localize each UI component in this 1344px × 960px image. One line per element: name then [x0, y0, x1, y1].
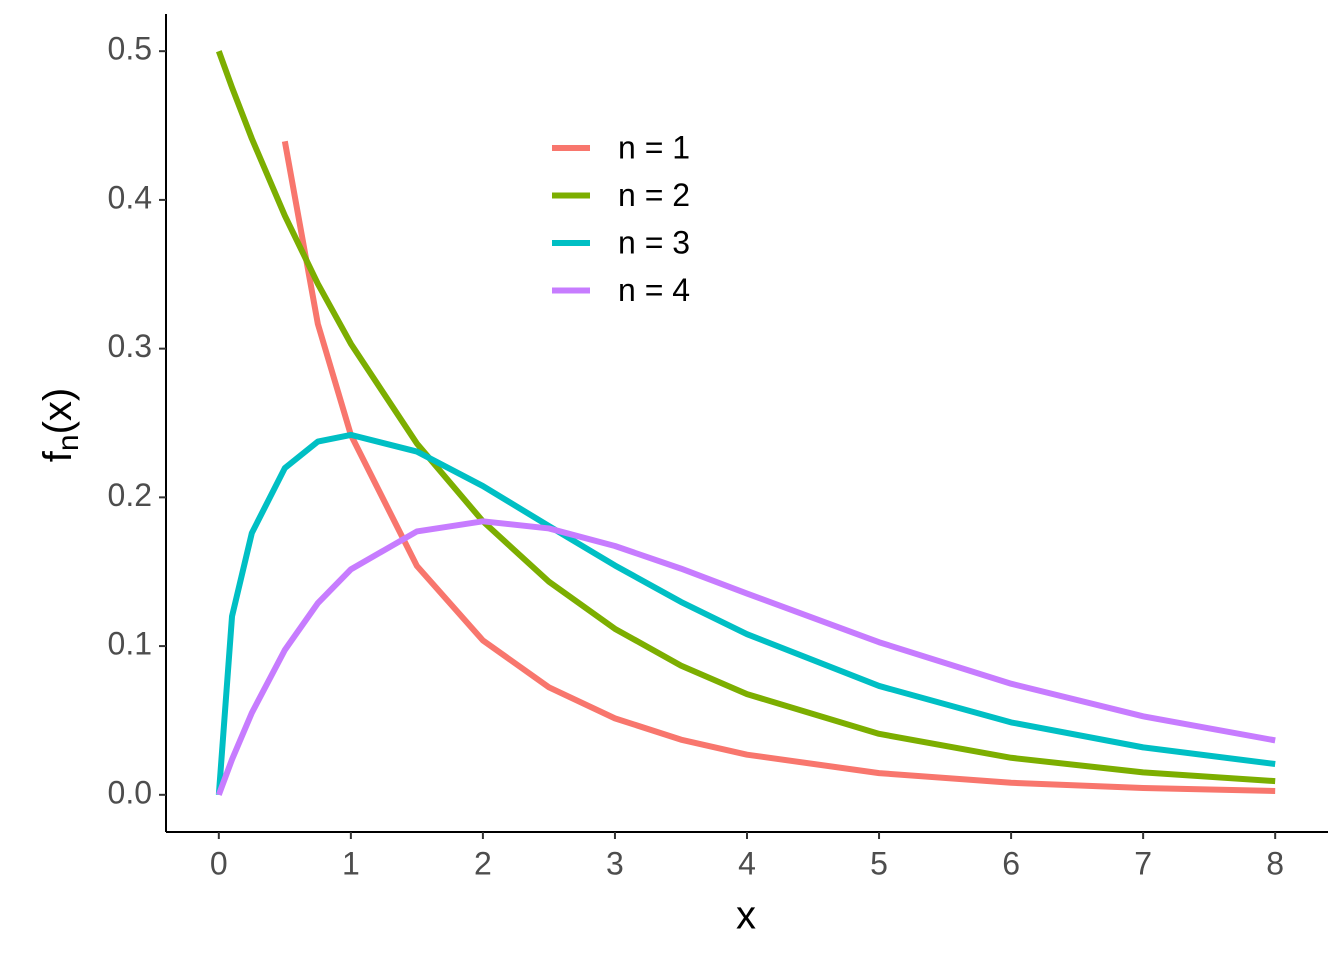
x-tick-label: 7	[1134, 845, 1152, 881]
y-tick-label: 0.0	[108, 774, 152, 810]
y-tick-label: 0.2	[108, 477, 152, 513]
legend-label: n = 4	[618, 272, 690, 308]
x-axis-title: x	[736, 894, 756, 938]
line-series	[216, 518, 1276, 796]
line-series	[215, 431, 1276, 796]
y-axis-title-sub: n	[52, 434, 85, 451]
x-tick-label: 5	[870, 845, 888, 881]
y-tick-label: 0.4	[108, 179, 152, 215]
x-tick-label: 3	[606, 845, 624, 881]
x-tick-label: 2	[474, 845, 492, 881]
y-tick-label: 0.1	[108, 626, 152, 662]
legend-label: n = 3	[618, 224, 690, 260]
y-tick-label: 0.5	[108, 31, 152, 67]
x-tick-label: 0	[210, 845, 228, 881]
x-tick-label: 6	[1002, 845, 1020, 881]
x-tick-label: 1	[342, 845, 360, 881]
y-axis-title: fn(x)	[36, 388, 85, 462]
y-axis-title-base: f	[36, 450, 80, 462]
x-tick-label: 4	[738, 845, 756, 881]
y-axis-title-rest: (x)	[36, 388, 80, 435]
legend-label: n = 2	[618, 177, 690, 213]
legend-label: n = 1	[618, 129, 690, 165]
y-tick-label: 0.3	[108, 328, 152, 364]
line-series	[216, 50, 1276, 785]
x-tick-label: 8	[1266, 845, 1284, 881]
